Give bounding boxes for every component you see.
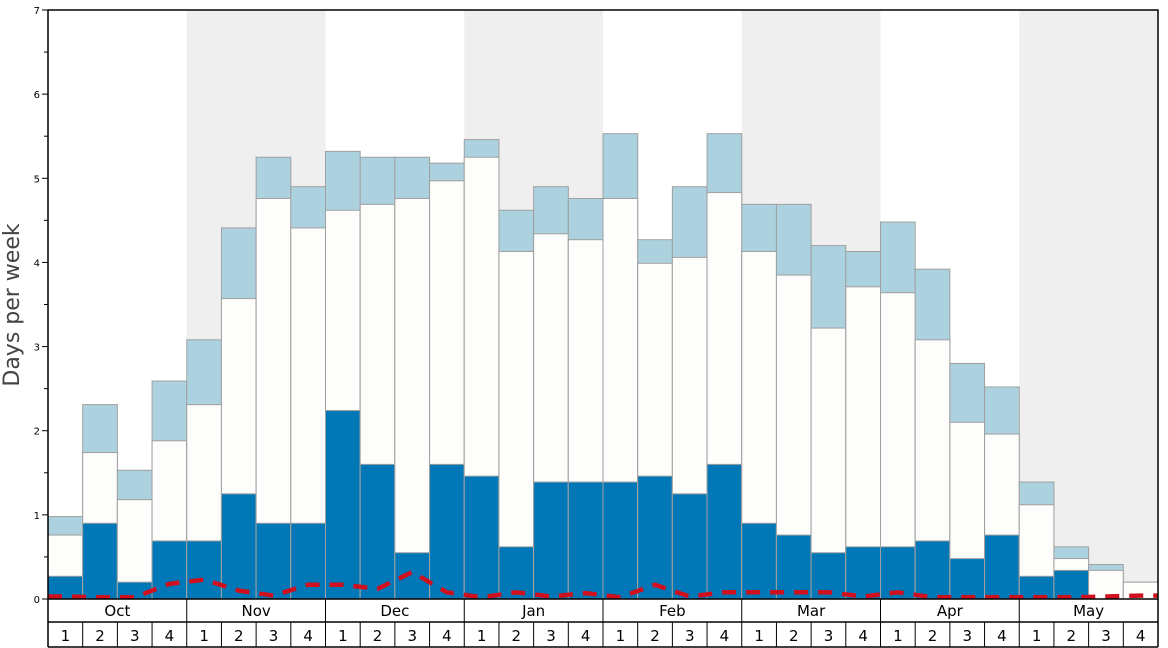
bar-dark-segment xyxy=(984,534,1020,600)
week-label: 3 xyxy=(1101,627,1111,645)
week-label: 1 xyxy=(477,627,487,645)
week-label: 3 xyxy=(130,627,140,645)
bar-dark-segment xyxy=(602,481,639,600)
bar-dark-segment xyxy=(671,493,708,600)
bar-dark-segment xyxy=(151,540,188,600)
week-label: 1 xyxy=(1032,627,1042,645)
bar-dark-segment xyxy=(220,493,257,600)
bar-dark-segment xyxy=(290,522,326,600)
bar-dark-segment xyxy=(949,558,986,600)
week-label: 3 xyxy=(407,627,417,645)
y-tick-label: 6 xyxy=(34,90,40,101)
week-label: 2 xyxy=(512,627,522,645)
week-label: 2 xyxy=(1067,627,1077,645)
bar-dark-segment xyxy=(186,540,222,600)
bar-dark-segment xyxy=(637,475,673,600)
month-label: Mar xyxy=(797,602,826,620)
bar-dark-segment xyxy=(429,463,465,600)
y-axis-label: Days per week xyxy=(0,223,25,386)
bar-dark-segment xyxy=(255,522,292,600)
bar-dark-segment xyxy=(359,463,396,600)
week-label: 1 xyxy=(754,627,764,645)
bar-white-segment xyxy=(394,197,431,600)
week-label: 3 xyxy=(962,627,972,645)
month-label: May xyxy=(1073,602,1104,620)
week-label: 2 xyxy=(234,627,244,645)
y-tick-label: 3 xyxy=(34,343,40,354)
week-label: 1 xyxy=(893,627,903,645)
week-label: 4 xyxy=(858,627,868,645)
y-tick-label: 0 xyxy=(34,595,40,606)
week-label: 3 xyxy=(269,627,279,645)
y-tick-label: 4 xyxy=(34,258,40,269)
month-label: Oct xyxy=(104,602,130,620)
week-label: 4 xyxy=(997,627,1007,645)
bars xyxy=(47,133,1159,600)
week-label: 3 xyxy=(685,627,695,645)
dashed-series-line xyxy=(47,569,1159,600)
y-tick-label: 2 xyxy=(34,427,40,438)
bar-dark-segment xyxy=(567,481,604,600)
dashed-line-layer xyxy=(47,569,1159,600)
week-label: 2 xyxy=(650,627,660,645)
week-label: 1 xyxy=(616,627,626,645)
week-label: 2 xyxy=(373,627,383,645)
bar-dark-segment xyxy=(845,546,881,600)
bar-dark-segment xyxy=(82,522,118,600)
week-label: 4 xyxy=(303,627,313,645)
y-tick-label: 7 xyxy=(34,6,40,17)
bar-dark-segment xyxy=(741,522,777,600)
week-label: 1 xyxy=(61,627,71,645)
month-label: Jan xyxy=(521,602,545,620)
week-label: 4 xyxy=(581,627,591,645)
month-label: Dec xyxy=(380,602,409,620)
bar-dark-segment xyxy=(498,546,535,600)
week-label: 3 xyxy=(546,627,556,645)
week-label: 1 xyxy=(338,627,348,645)
month-label: Nov xyxy=(241,602,270,620)
y-tick-label: 1 xyxy=(34,511,40,522)
week-label: 2 xyxy=(95,627,105,645)
bar-dark-segment xyxy=(914,540,951,600)
week-label: 3 xyxy=(824,627,834,645)
x-axis: Oct Nov Dec Jan Feb Mar Apr May 1 2 3 4 1 2 3 4 1 2 3 4 1 2 3 4… xyxy=(47,599,1159,648)
bar-dark-segment xyxy=(533,481,569,600)
bar-dark-segment xyxy=(775,534,812,600)
month-label: Feb xyxy=(659,602,686,620)
week-label: 2 xyxy=(789,627,799,645)
bar-dark-segment xyxy=(463,475,500,600)
bar-dark-segment xyxy=(706,463,743,600)
bar-dark-segment xyxy=(1053,569,1090,600)
bar-dark-segment xyxy=(325,410,361,600)
week-label: 1 xyxy=(199,627,209,645)
week-label: 4 xyxy=(442,627,452,645)
y-tick-label: 5 xyxy=(34,174,40,185)
week-label: 2 xyxy=(928,627,938,645)
bar-white-segment xyxy=(498,250,535,600)
week-label: 4 xyxy=(720,627,730,645)
month-label: Apr xyxy=(937,602,964,620)
week-label: 4 xyxy=(1136,627,1146,645)
y-axis: 0 1 2 3 4 5 6 7 xyxy=(34,6,48,606)
week-label: 4 xyxy=(165,627,175,645)
